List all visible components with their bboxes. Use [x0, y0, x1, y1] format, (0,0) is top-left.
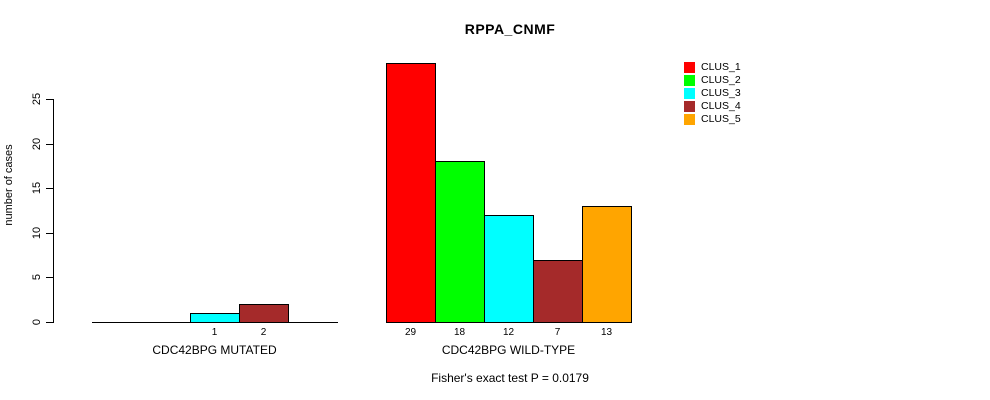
bar-clus_3-group2 — [484, 215, 534, 323]
bar-value-label: 1 — [211, 327, 218, 338]
y-axis-line — [53, 99, 54, 323]
bar-value-label: 12 — [502, 327, 515, 338]
bar-clus_1-group2 — [386, 63, 436, 323]
legend-swatch — [684, 88, 695, 99]
legend-item: CLUS_2 — [684, 74, 741, 87]
group-label: CDC42BPG WILD-TYPE — [441, 343, 576, 357]
y-axis-tick-label: 0 — [31, 318, 43, 326]
y-axis-tick — [46, 233, 53, 234]
chart-title: RPPA_CNMF — [464, 21, 556, 37]
bar-value-label: 2 — [260, 327, 267, 338]
y-axis-tick-label: 5 — [31, 273, 43, 281]
bar-value-label: 29 — [404, 327, 417, 338]
legend: CLUS_1 CLUS_2 CLUS_3 CLUS_4 CLUS_5 — [684, 61, 741, 126]
legend-label: CLUS_4 — [701, 100, 741, 112]
bar-value-label: 13 — [600, 327, 613, 338]
legend-item: CLUS_4 — [684, 100, 741, 113]
legend-item: CLUS_5 — [684, 113, 741, 126]
bar-clus_3-group1 — [190, 313, 240, 323]
y-axis-tick-label: 10 — [31, 226, 43, 240]
y-axis-tick — [46, 188, 53, 189]
legend-label: CLUS_2 — [701, 74, 741, 86]
legend-item: CLUS_3 — [684, 87, 741, 100]
legend-label: CLUS_5 — [701, 113, 741, 125]
y-axis-tick-label: 20 — [31, 137, 43, 151]
y-axis-tick — [46, 277, 53, 278]
bar-clus_4-group1 — [239, 304, 289, 323]
legend-swatch — [684, 114, 695, 125]
fisher-test-annotation: Fisher's exact test P = 0.0179 — [431, 371, 589, 385]
bar-clus_2-group2 — [435, 161, 485, 323]
bar-value-label: 18 — [453, 327, 466, 338]
y-axis-tick — [46, 144, 53, 145]
legend-swatch — [684, 62, 695, 73]
legend-swatch — [684, 101, 695, 112]
y-axis-tick — [46, 322, 53, 323]
y-axis-title: number of cases — [3, 144, 15, 226]
legend-item: CLUS_1 — [684, 61, 741, 74]
bar-clus_4-group2 — [533, 260, 583, 323]
bar-clus_5-group2 — [582, 206, 632, 323]
y-axis-tick-label: 25 — [31, 92, 43, 106]
group-label: CDC42BPG MUTATED — [152, 343, 277, 357]
y-axis-tick-label: 15 — [31, 181, 43, 195]
y-axis-tick — [46, 99, 53, 100]
legend-swatch — [684, 75, 695, 86]
bar-value-label: 7 — [554, 327, 561, 338]
legend-label: CLUS_3 — [701, 87, 741, 99]
legend-label: CLUS_1 — [701, 61, 741, 73]
